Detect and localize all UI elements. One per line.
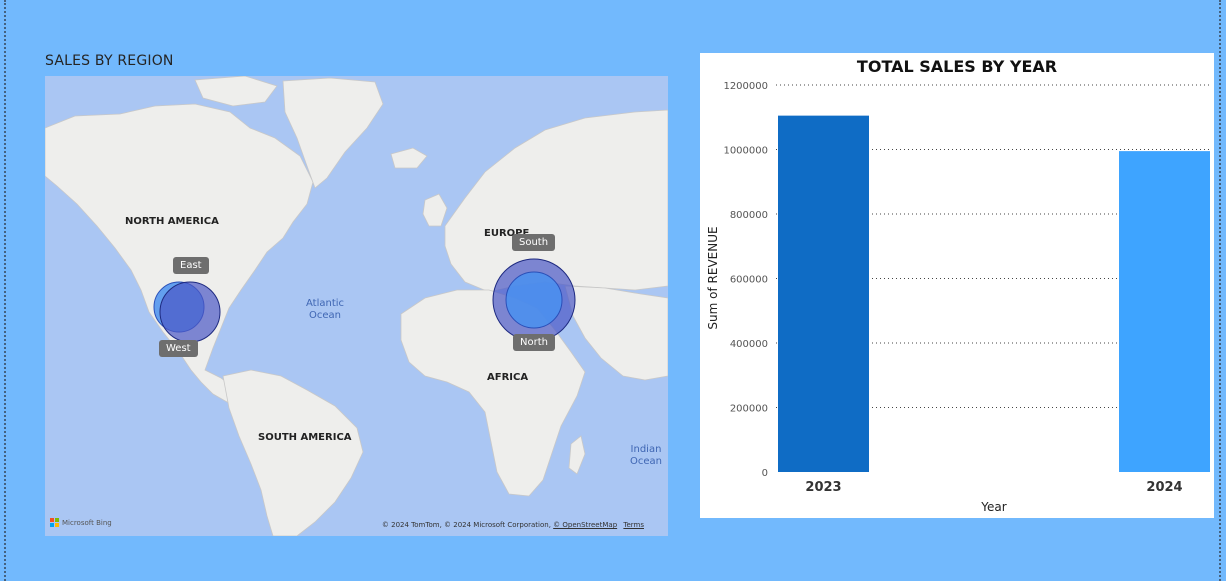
y-tick-label: 0 (762, 468, 768, 479)
bar-2023[interactable] (778, 115, 869, 472)
page-right-border (1219, 0, 1221, 581)
map-canvas[interactable] (45, 76, 668, 536)
region-bubble-north (505, 271, 563, 329)
continent-label-africa: AFRICA (487, 372, 529, 383)
page-left-border (4, 0, 6, 581)
region-tag-west[interactable]: West (159, 340, 198, 357)
bar-2024[interactable] (1119, 151, 1210, 473)
region-tag-south[interactable]: South (512, 234, 556, 251)
y-tick-label: 200000 (730, 404, 768, 415)
region-bubble-west (159, 281, 221, 343)
continent-label-south-america: SOUTH AMERICA (258, 432, 352, 443)
x-tick-label-2023: 2023 (805, 480, 841, 495)
arctic-islands (194, 76, 278, 107)
south-america-landmass (222, 369, 364, 536)
bar-chart-visual[interactable]: TOTAL SALES BY YEAR Sum of REVENUE Year … (700, 53, 1214, 518)
north-america-landmass (45, 103, 314, 407)
openstreetmap-link[interactable]: © OpenStreetMap (553, 521, 618, 529)
x-axis-label: Year (980, 500, 1006, 514)
ocean-label-indian-line2: Ocean (630, 456, 662, 467)
y-tick-label: 400000 (730, 339, 768, 350)
ocean-label-atlantic-line2: Ocean (309, 310, 342, 321)
iceland (390, 147, 428, 169)
microsoft-logo-icon (50, 518, 59, 527)
map-visual[interactable]: NORTH AMERICA EUROPE AFRICA SOUTH AMERIC… (45, 76, 668, 536)
x-tick-label-2024: 2024 (1146, 480, 1182, 495)
bing-logo: Microsoft Bing (50, 518, 112, 527)
y-axis-label: Sum of REVENUE (706, 226, 720, 329)
ocean-label-indian-line1: Indian (630, 444, 662, 455)
y-tick-label: 1200000 (723, 81, 768, 92)
region-tag-east[interactable]: East (173, 257, 209, 274)
middle-east-landmass (564, 285, 668, 381)
map-attribution: © 2024 TomTom, © 2024 Microsoft Corporat… (382, 521, 644, 529)
y-tick-label: 600000 (730, 275, 768, 286)
europe-landmass (444, 109, 668, 293)
british-isles (422, 193, 448, 227)
continent-label-europe: EUROPE (484, 228, 530, 239)
ocean-label-atlantic: Atlantic Ocean (306, 298, 344, 322)
attribution-text: © 2024 TomTom, © 2024 Microsoft Corporat… (381, 521, 551, 529)
greenland-landmass (282, 77, 384, 189)
ocean-label-atlantic-line1: Atlantic (306, 298, 345, 309)
chart-title: TOTAL SALES BY YEAR (857, 57, 1057, 76)
map-title: SALES BY REGION (45, 53, 174, 69)
y-tick-label: 1000000 (723, 146, 768, 157)
madagascar (568, 435, 586, 475)
bar-chart-canvas: TOTAL SALES BY YEAR Sum of REVENUE Year … (706, 57, 1210, 514)
ocean-label-indian: Indian Ocean (630, 444, 662, 468)
bing-logo-text: Microsoft Bing (62, 518, 112, 527)
terms-link[interactable]: Terms (623, 521, 644, 529)
y-tick-label: 800000 (730, 210, 768, 221)
region-tag-north[interactable]: North (513, 334, 555, 351)
continent-label-north-america: NORTH AMERICA (125, 216, 219, 227)
